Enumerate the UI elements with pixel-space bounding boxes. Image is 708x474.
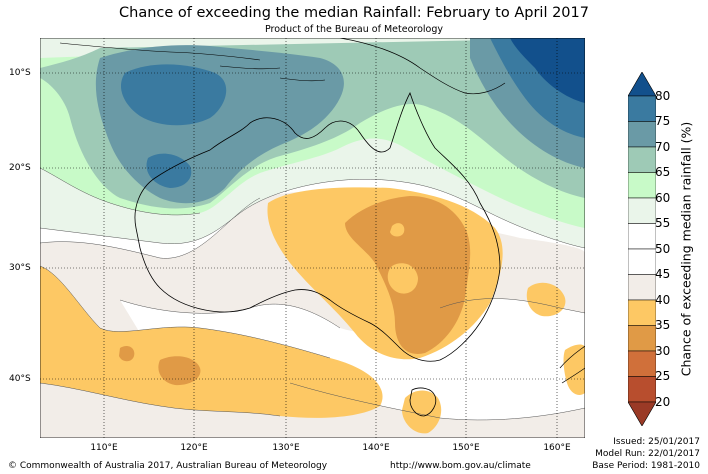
- contour-above-80-northeast: [510, 38, 585, 103]
- lon-label-130e: 130°E: [272, 443, 300, 453]
- colorbar-tick-20: 20: [655, 395, 671, 409]
- contour-30-35-ocean-2: [119, 345, 135, 362]
- lat-label-30s: 30°S: [9, 263, 31, 273]
- colorbar-tick-40: 40: [655, 293, 671, 307]
- contour-75-80-north: [120, 64, 227, 126]
- colorbar-65-70: [628, 146, 656, 173]
- colorbar-tick-45: 45: [655, 267, 671, 281]
- colorbar-50-55: [628, 223, 656, 250]
- contour-35-40-east: [563, 344, 585, 395]
- colorbar-top-arrow: [628, 72, 656, 97]
- colorbar-30-35: [628, 325, 656, 352]
- lon-label-110e: 110°E: [90, 443, 118, 453]
- lat-label-40s: 40°S: [9, 374, 31, 384]
- colorbar-tick-50: 50: [655, 242, 671, 256]
- colorbar-tick-30: 30: [655, 344, 671, 358]
- colorbar-70-75: [628, 121, 656, 148]
- colorbar-tick-65: 65: [655, 165, 671, 179]
- colorbar: [628, 72, 656, 426]
- colorbar-tick-25: 25: [655, 369, 671, 383]
- new-zealand-coastline: [559, 345, 585, 384]
- colorbar-40-45: [628, 274, 656, 301]
- contour-35-40-southern-ocean: [40, 266, 383, 418]
- contour-75-80-kimberley: [146, 153, 192, 188]
- contour-35-40-tasman: [526, 282, 566, 317]
- tasmania-coastline: [409, 387, 437, 417]
- colorbar-tick-80: 80: [655, 89, 671, 103]
- new-guinea-coastline: [339, 38, 506, 95]
- copyright-text: © Commonwealth of Australia 2017, Austra…: [8, 461, 328, 471]
- model-run-date: Model Run: 22/01/2017: [595, 449, 700, 459]
- colorbar-20-25: [628, 376, 656, 403]
- colorbar-55-60: [628, 197, 656, 224]
- colorbar-75-80: [628, 95, 656, 122]
- colorbar-25-30: [628, 350, 656, 377]
- colorbar-axis-label: Chance of exceeding median rainfall (%): [678, 121, 694, 377]
- rainfall-outlook-map: [40, 38, 585, 438]
- contour-hole-1: [390, 223, 405, 237]
- indonesia-coastline: [59, 42, 326, 82]
- colorbar-60-65: [628, 172, 656, 199]
- lon-label-120e: 120°E: [180, 443, 208, 453]
- colorbar-tick-35: 35: [655, 318, 671, 332]
- colorbar-45-50: [628, 248, 656, 275]
- map-subtitle: Product of the Bureau of Meteorology: [264, 24, 444, 35]
- colorbar-bottom-arrow: [628, 401, 656, 426]
- colorbar-tick-70: 70: [655, 140, 671, 154]
- contour-hole-2: [387, 263, 418, 294]
- contour-lines: [40, 167, 585, 421]
- base-period: Base Period: 1981-2010: [592, 461, 700, 471]
- graticule: [40, 38, 585, 438]
- issued-date: Issued: 25/01/2017: [613, 437, 700, 447]
- colorbar-tick-60: 60: [655, 191, 671, 205]
- colorbar-35-40: [628, 299, 656, 326]
- colorbar-tick-75: 75: [655, 114, 671, 128]
- lat-label-10s: 10°S: [9, 68, 31, 78]
- lon-label-140e: 140°E: [362, 443, 390, 453]
- map-title: Chance of exceeding the median Rainfall:…: [119, 5, 589, 21]
- bom-climate-url[interactable]: http://www.bom.gov.au/climate: [390, 461, 531, 471]
- contour-35-40-tasmania: [402, 390, 442, 434]
- lon-label-150e: 150°E: [452, 443, 480, 453]
- colorbar-tick-55: 55: [655, 216, 671, 230]
- lon-label-160e: 160°E: [543, 443, 571, 453]
- lat-label-20s: 20°S: [9, 163, 31, 173]
- contour-30-35-ocean-1: [158, 356, 201, 386]
